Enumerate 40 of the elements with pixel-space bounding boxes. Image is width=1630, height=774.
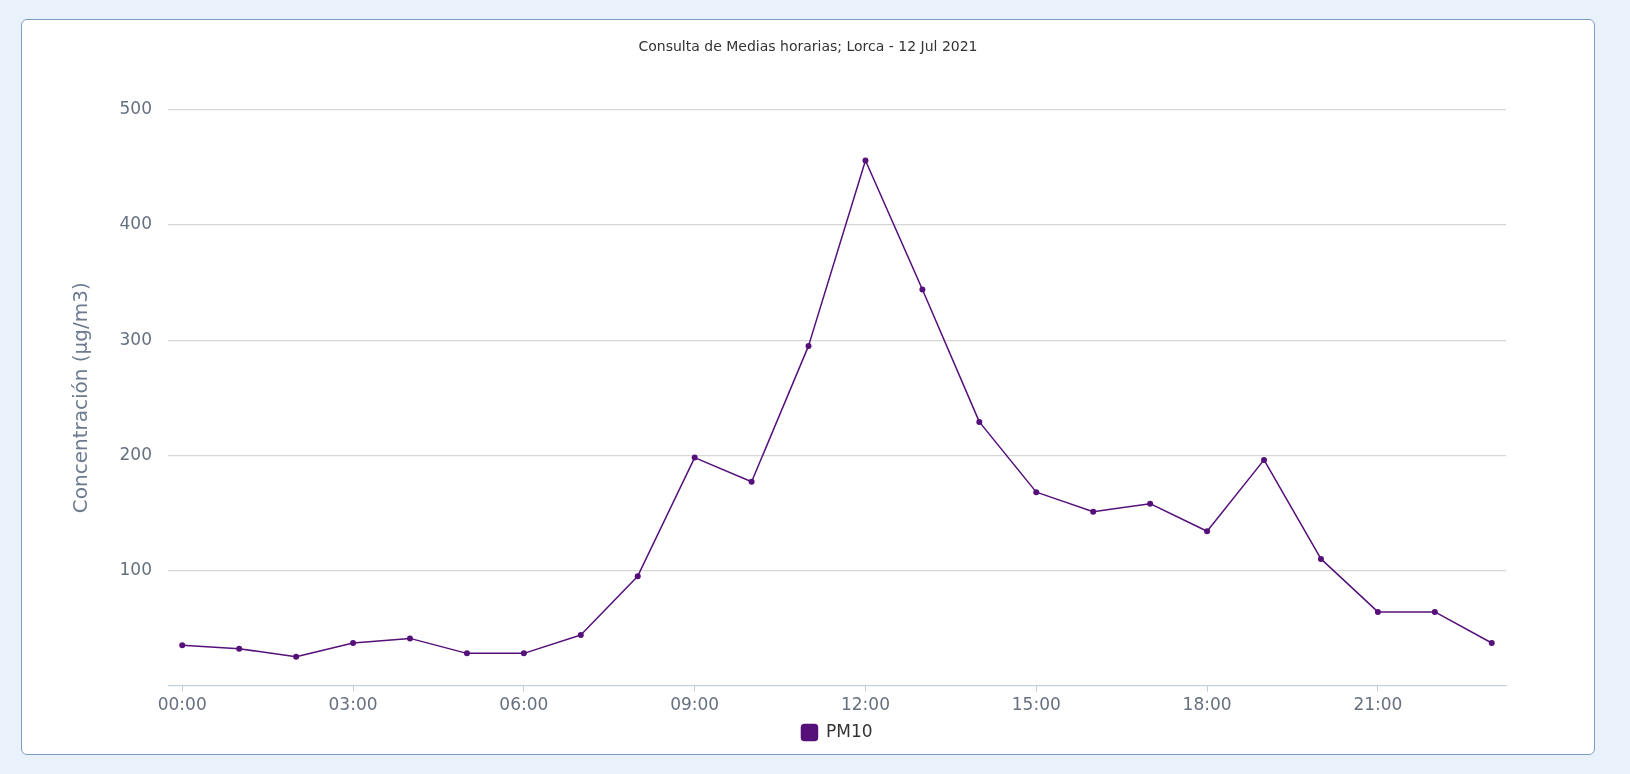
- point: [236, 645, 243, 652]
- x-tick-label: 09:00: [670, 694, 720, 715]
- x-tick-label: 21:00: [1353, 694, 1403, 715]
- chart-title: Consulta de Medias horarias; Lorca - 12 Jul 2021: [638, 38, 978, 55]
- point: [1147, 500, 1154, 507]
- point: [805, 342, 812, 349]
- point: [520, 650, 527, 657]
- y-axis-title: Concentración (µg/m3): [68, 282, 93, 514]
- point: [1090, 508, 1097, 515]
- y-tick-label: 200: [119, 443, 152, 464]
- point: [577, 631, 584, 638]
- legend-label: PM10: [825, 720, 873, 741]
- point: [1204, 528, 1211, 535]
- y-tick-label: 100: [119, 558, 152, 579]
- point: [634, 573, 641, 580]
- x-tick-label: 06:00: [499, 694, 549, 715]
- point: [1033, 489, 1040, 496]
- point: [1261, 456, 1268, 463]
- point: [1317, 555, 1324, 562]
- point: [862, 157, 869, 164]
- y-tick-label: 300: [119, 328, 152, 349]
- point: [463, 650, 470, 657]
- point: [919, 286, 926, 293]
- point: [293, 653, 300, 660]
- y-tick-label: 500: [119, 98, 152, 119]
- point: [179, 642, 186, 649]
- x-tick-label: 12:00: [840, 694, 890, 715]
- x-tick-label: 15:00: [1011, 694, 1061, 715]
- point: [350, 639, 357, 646]
- point: [748, 478, 755, 485]
- point: [1431, 608, 1438, 615]
- x-tick-label: 03:00: [328, 694, 378, 715]
- point: [691, 454, 698, 461]
- x-tick-label: 18:00: [1182, 694, 1232, 715]
- x-tick-label: 00:00: [157, 694, 207, 715]
- y-tick-label: 400: [119, 213, 152, 234]
- point: [1488, 639, 1495, 646]
- point: [1374, 608, 1381, 615]
- point: [976, 418, 983, 425]
- point: [406, 635, 413, 642]
